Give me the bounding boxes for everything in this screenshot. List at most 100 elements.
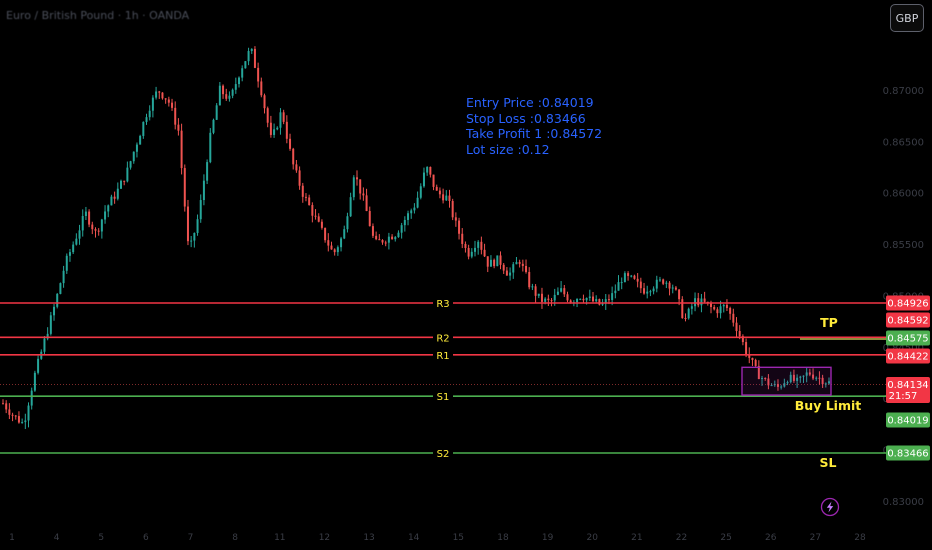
- candle-body: [761, 378, 764, 380]
- candle-body: [413, 207, 416, 211]
- time-axis-label: 8: [232, 533, 238, 543]
- candle-body: [563, 288, 566, 295]
- currency-button[interactable]: GBP: [890, 4, 924, 32]
- candle-body: [630, 275, 633, 277]
- candle-body: [260, 81, 263, 96]
- candle-body: [426, 166, 429, 173]
- candle-body: [493, 259, 496, 267]
- candle-body: [687, 308, 690, 319]
- stop-loss-text: Stop Loss :0.83466: [466, 110, 586, 126]
- candle-body: [607, 299, 610, 301]
- candle-body: [534, 286, 537, 296]
- price-tag: [886, 377, 930, 403]
- candle-body: [483, 249, 486, 257]
- candle-body: [104, 211, 107, 220]
- candle-body: [560, 288, 563, 292]
- candle-body: [748, 354, 751, 358]
- candle-body: [802, 375, 805, 377]
- time-axis-label: 12: [319, 533, 330, 543]
- candle-body: [684, 318, 687, 320]
- candle-body: [37, 358, 40, 373]
- candle-body: [595, 299, 598, 302]
- candle-body: [320, 221, 323, 228]
- candle-body: [681, 299, 684, 319]
- level-label-r1: R1: [436, 351, 449, 362]
- candle-body: [620, 282, 623, 284]
- candle-body: [33, 372, 36, 391]
- price-tags: 0.84926 0.84592 0.84575 0.84422 0.8413421:57…: [886, 295, 930, 461]
- candle-body: [17, 416, 20, 423]
- candle-body: [123, 180, 126, 182]
- price-axis-label: 0.86500: [883, 137, 924, 148]
- level-label-bg: [433, 297, 453, 309]
- candle-body: [741, 336, 744, 343]
- time-axis-label: 15: [453, 533, 464, 543]
- candle-body: [387, 236, 390, 243]
- candle-body: [65, 255, 68, 271]
- candle-body: [776, 384, 779, 387]
- candle-body: [193, 232, 196, 241]
- candle-body: [416, 197, 419, 208]
- candle-body: [633, 275, 636, 279]
- candle-body: [438, 190, 441, 195]
- candle-body: [477, 241, 480, 248]
- candle-body: [266, 108, 269, 123]
- candle-body: [808, 372, 811, 375]
- candle-body: [333, 249, 336, 253]
- candle-body: [805, 372, 808, 376]
- candle-body: [722, 304, 725, 307]
- candle-body: [671, 287, 674, 289]
- time-axis[interactable]: 1 4 5 6 7 8 11 12 13 14 15 18 19 20 21 22 25 26 27 28: [9, 533, 866, 543]
- candle-body: [212, 119, 215, 133]
- time-axis-label: 5: [98, 533, 104, 543]
- time-axis-label: 6: [143, 533, 149, 543]
- candle-body: [400, 225, 403, 233]
- candle-body: [569, 300, 572, 303]
- buy-limit-zone[interactable]: [741, 366, 832, 396]
- lightning-icon[interactable]: [820, 497, 840, 517]
- price-axis-label: 0.83000: [883, 497, 924, 508]
- candle-body: [525, 265, 528, 272]
- candle-body: [611, 293, 614, 300]
- candle-body: [183, 168, 186, 207]
- candle-body: [754, 359, 757, 366]
- candle-body: [43, 338, 46, 352]
- candle-body: [735, 322, 738, 332]
- level-lines[interactable]: R3 R2 R1 S1 S2: [0, 297, 886, 460]
- candle-body: [110, 196, 113, 206]
- candle-body: [655, 279, 658, 289]
- candle-body: [375, 235, 378, 240]
- candle-body: [206, 162, 209, 181]
- candle-body: [247, 51, 250, 62]
- candle-body: [190, 240, 193, 242]
- candle-body: [186, 206, 189, 242]
- candle-body: [368, 211, 371, 227]
- candle-body: [359, 179, 362, 194]
- candle-body: [407, 213, 410, 220]
- candle-body: [729, 308, 732, 314]
- candle-body: [751, 357, 754, 360]
- candle-body: [464, 243, 467, 249]
- candle-body: [658, 279, 661, 281]
- candle-body: [135, 144, 138, 152]
- candle-body: [592, 296, 594, 302]
- candle-body: [84, 211, 87, 217]
- candle-body: [164, 98, 167, 100]
- candle-body: [228, 95, 231, 99]
- candle-body: [14, 415, 17, 417]
- time-axis-label: 25: [720, 533, 731, 543]
- symbol-title: Euro / British Pound · 1h · OANDA: [6, 9, 190, 22]
- candle-body: [821, 377, 824, 385]
- candle-body: [598, 299, 601, 305]
- candle-body: [458, 220, 461, 234]
- candle-body: [381, 240, 384, 243]
- level-label-bg: [433, 331, 453, 344]
- candle-body: [725, 304, 728, 309]
- candles: [2, 46, 830, 430]
- candle-body: [142, 121, 145, 136]
- level-label-r2: R2: [436, 333, 449, 344]
- time-axis-label: 27: [810, 533, 821, 543]
- candle-body: [285, 121, 288, 139]
- price-tag-value: 0.84134: [887, 380, 928, 391]
